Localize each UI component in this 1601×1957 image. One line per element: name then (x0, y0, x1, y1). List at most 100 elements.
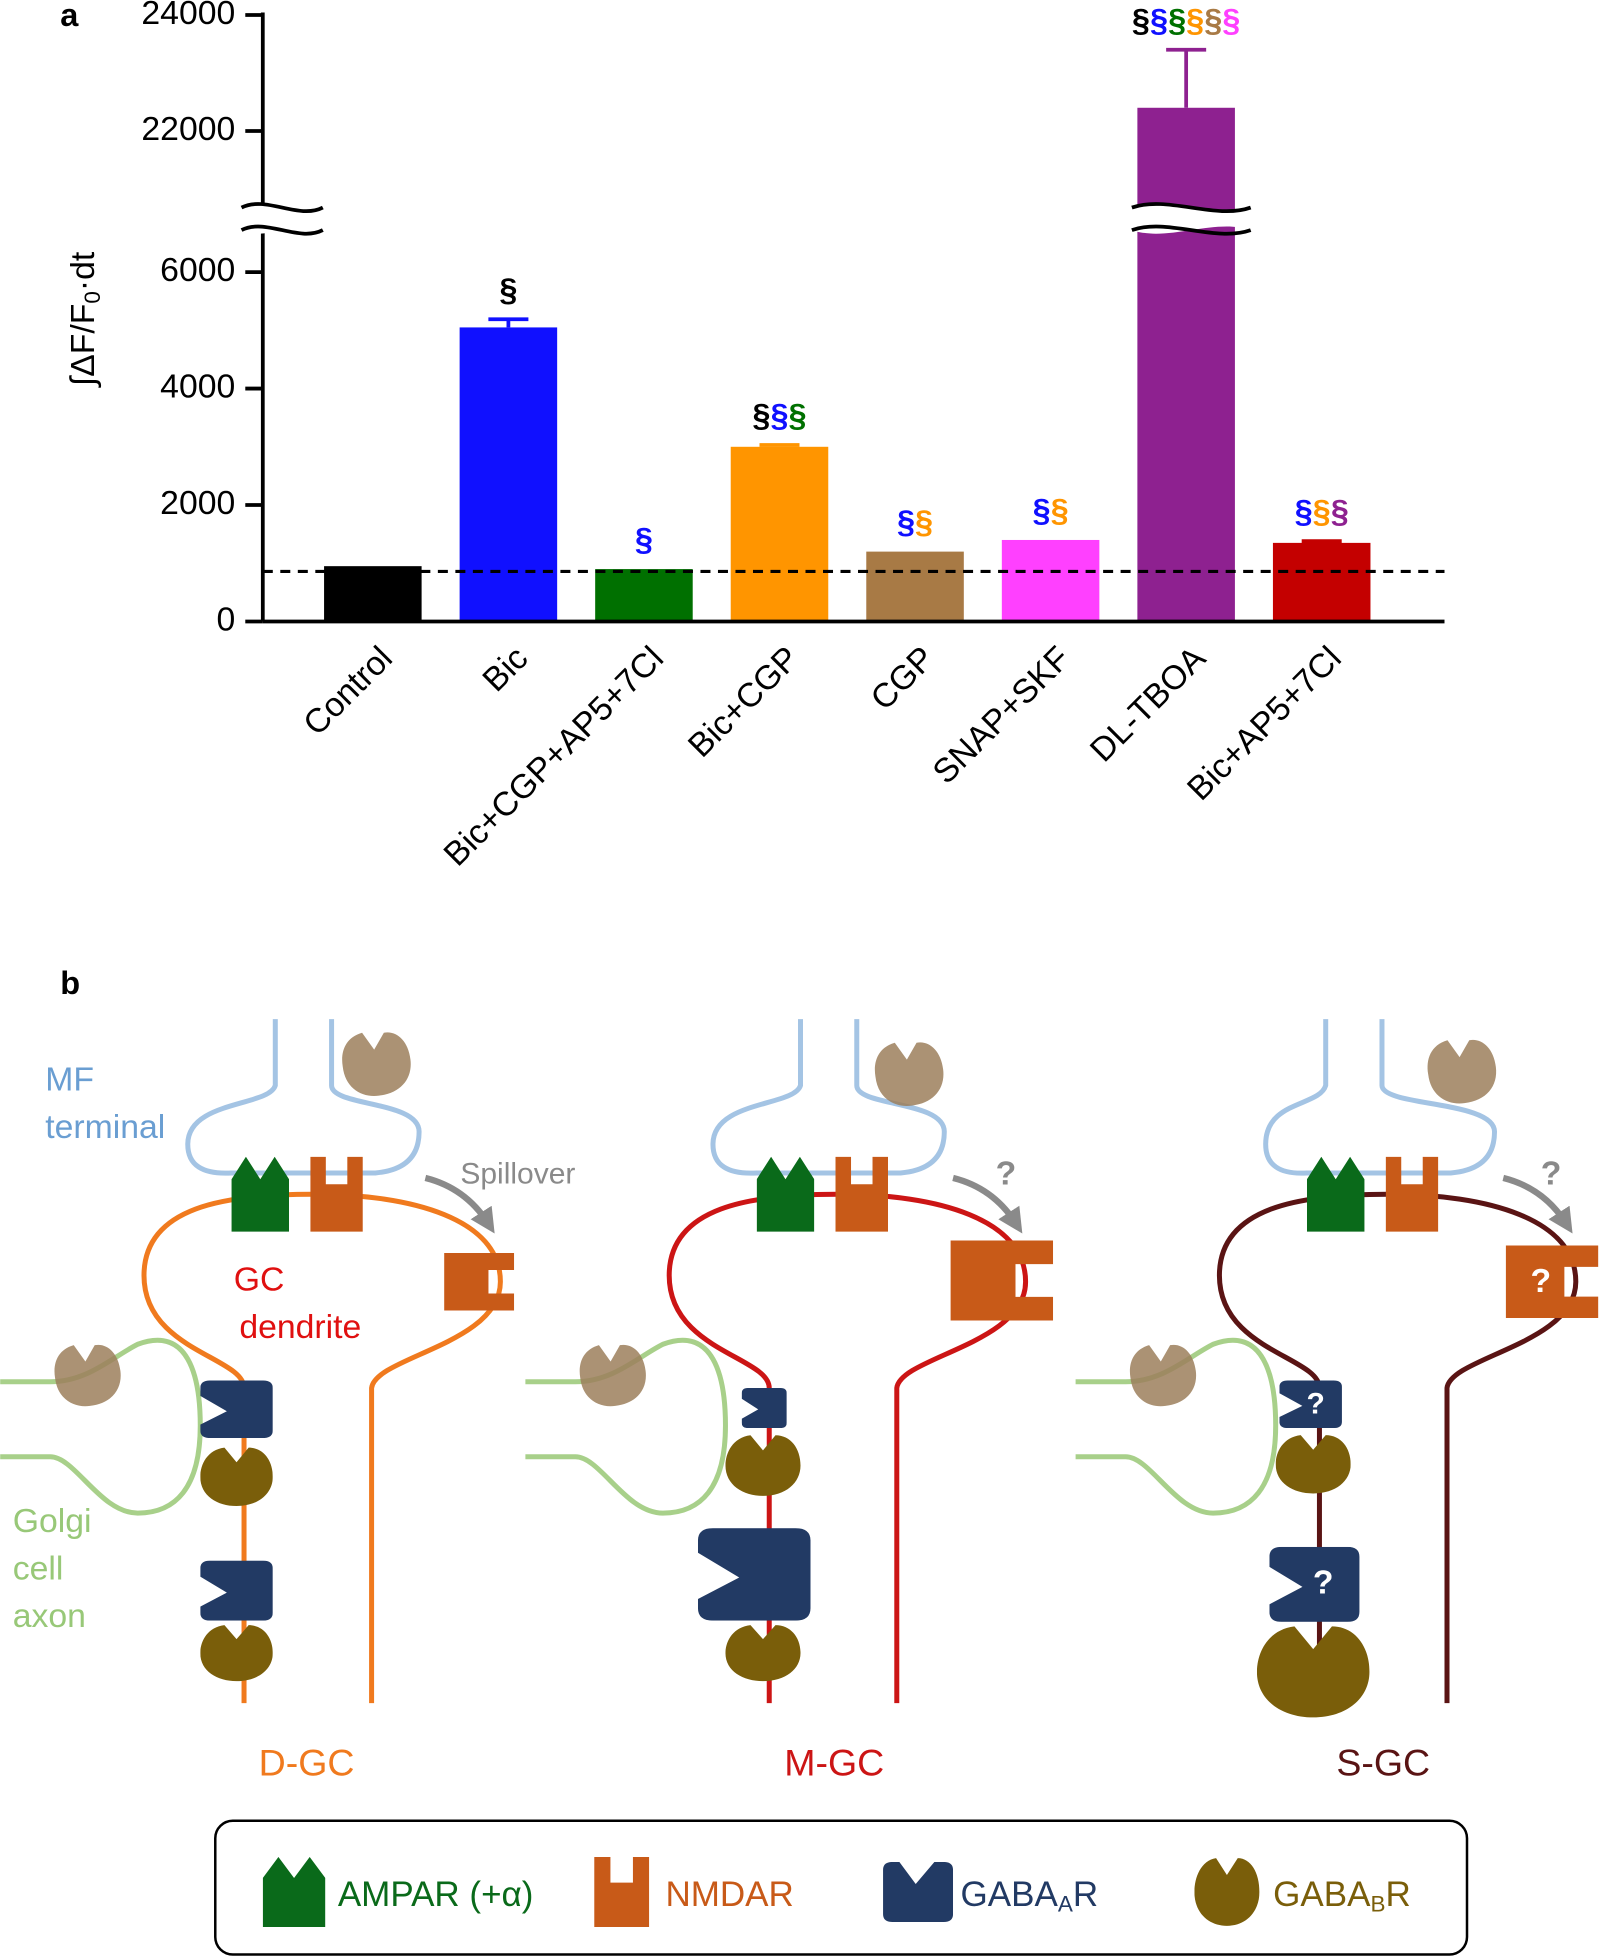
axis-break (240, 224, 324, 236)
transporter (342, 1032, 411, 1096)
nmdar (950, 1240, 1054, 1321)
golgi-label: cell (13, 1550, 64, 1588)
mf-terminal (185, 1019, 422, 1176)
question-mark: ? (1307, 1387, 1325, 1420)
x-tick-label: Bic+CGP+AP5+7Cl (436, 639, 670, 873)
transporter (1427, 1039, 1497, 1104)
cell-label: M-GC (784, 1742, 884, 1784)
y-label-part: ·dt (64, 251, 102, 291)
significance: §§§ (752, 397, 806, 433)
y-axis-label: ∫ΔF/F0·dt (64, 251, 105, 388)
bar (866, 551, 964, 622)
mf-terminal (1263, 1019, 1498, 1176)
x-tick-label: Bic (475, 639, 535, 699)
error-bar (1166, 47, 1207, 108)
ampar (231, 1156, 290, 1232)
significance-mark: § (752, 397, 770, 433)
golgi-label: Golgi (13, 1502, 92, 1540)
transporter (874, 1042, 944, 1106)
question-mark: ? (996, 1154, 1017, 1192)
bar (1272, 542, 1371, 622)
diagram-labels: MF terminal Spillover ? ? ? ? ? GC dendr… (13, 1061, 1562, 1784)
legend-box (214, 1819, 1469, 1956)
nmdar (1505, 1245, 1599, 1319)
bar (324, 566, 422, 622)
significance: § (635, 521, 653, 557)
legend-part: GABA (1273, 1875, 1371, 1914)
significance-mark: § (915, 504, 933, 540)
gc-label: GC (234, 1261, 285, 1299)
mf-terminal (710, 1019, 947, 1176)
panel-label: a (60, 0, 79, 33)
axis-break (1131, 202, 1252, 213)
spillover-arrow (1502, 1174, 1573, 1234)
significance-mark: § (789, 397, 807, 433)
legend-sub: A (1058, 1892, 1073, 1917)
significance-mark: § (1150, 2, 1168, 38)
gabab-receptor (725, 1625, 801, 1682)
significance: §§ (897, 504, 933, 540)
significance: §§ (1033, 492, 1069, 528)
y-tick-label: 6000 (160, 251, 235, 289)
spillover-arrow (424, 1174, 495, 1234)
gabab-receptor (200, 1447, 273, 1506)
significance-mark: § (1168, 2, 1186, 38)
significance-mark: § (1033, 492, 1051, 528)
legend-part: GABA (961, 1875, 1059, 1914)
gabaa-receptor (200, 1560, 273, 1621)
question-mark: ? (1530, 1262, 1551, 1300)
bar (730, 446, 829, 622)
significance-mark: § (635, 521, 653, 557)
bar (459, 327, 558, 622)
y-tick-label: 22000 (141, 110, 235, 148)
nmdar (310, 1156, 363, 1232)
y-label-part: ∫ΔF/F (64, 304, 102, 388)
spillover-label: Spillover (460, 1157, 575, 1190)
significance-mark: § (1204, 2, 1222, 38)
axis-break (240, 202, 324, 214)
significance-mark: § (1186, 2, 1204, 38)
x-tick-label: CGP (863, 639, 942, 718)
bar (1137, 107, 1235, 622)
x-tick-label: SNAP+SKF (925, 639, 1077, 791)
y-tick-label: 4000 (160, 367, 235, 405)
transporter (1129, 1344, 1197, 1407)
bar-chart: 0 2000 4000 6000 22000 24000 Control § Bic § Bic+C… (141, 0, 1445, 874)
gabab-receptor (1275, 1435, 1351, 1494)
transporter (579, 1344, 646, 1407)
mf-label: MF (45, 1061, 94, 1099)
error-bar (488, 317, 529, 328)
legend-label: NMDAR (665, 1875, 793, 1914)
nmdar (1385, 1156, 1439, 1232)
y-tick-label: 0 (217, 600, 236, 638)
question-mark: ? (1313, 1563, 1334, 1601)
significance-mark: § (1295, 493, 1313, 529)
significance-mark: § (1051, 492, 1069, 528)
significance: § (499, 271, 517, 307)
significance: §§§ (1295, 493, 1349, 529)
gabab-receptor (725, 1435, 801, 1496)
gabab-receptor (200, 1625, 273, 1682)
transporter (54, 1344, 121, 1407)
x-tick-label: Bic+CGP (681, 639, 807, 765)
golgi-label: axon (13, 1597, 86, 1635)
significance-mark: § (897, 504, 915, 540)
bar (1001, 539, 1100, 622)
gabaa-receptor (741, 1388, 787, 1429)
significance-mark: § (1132, 2, 1150, 38)
cell-label: S-GC (1336, 1742, 1430, 1784)
question-mark: ? (1541, 1154, 1562, 1192)
bar (595, 569, 693, 622)
legend-part: R (1385, 1875, 1410, 1914)
ampar (1306, 1156, 1365, 1232)
significance-mark: § (1331, 493, 1349, 529)
legend: AMPAR (+α) NMDAR GABAAR GABABR (214, 1819, 1469, 1956)
spillover-arrow (952, 1174, 1023, 1234)
legend-label: GABABR (1273, 1875, 1411, 1916)
gabaa-receptor (697, 1528, 811, 1621)
mf-label: terminal (45, 1108, 165, 1146)
legend-part: R (1073, 1875, 1098, 1914)
significance-mark: § (499, 271, 517, 307)
